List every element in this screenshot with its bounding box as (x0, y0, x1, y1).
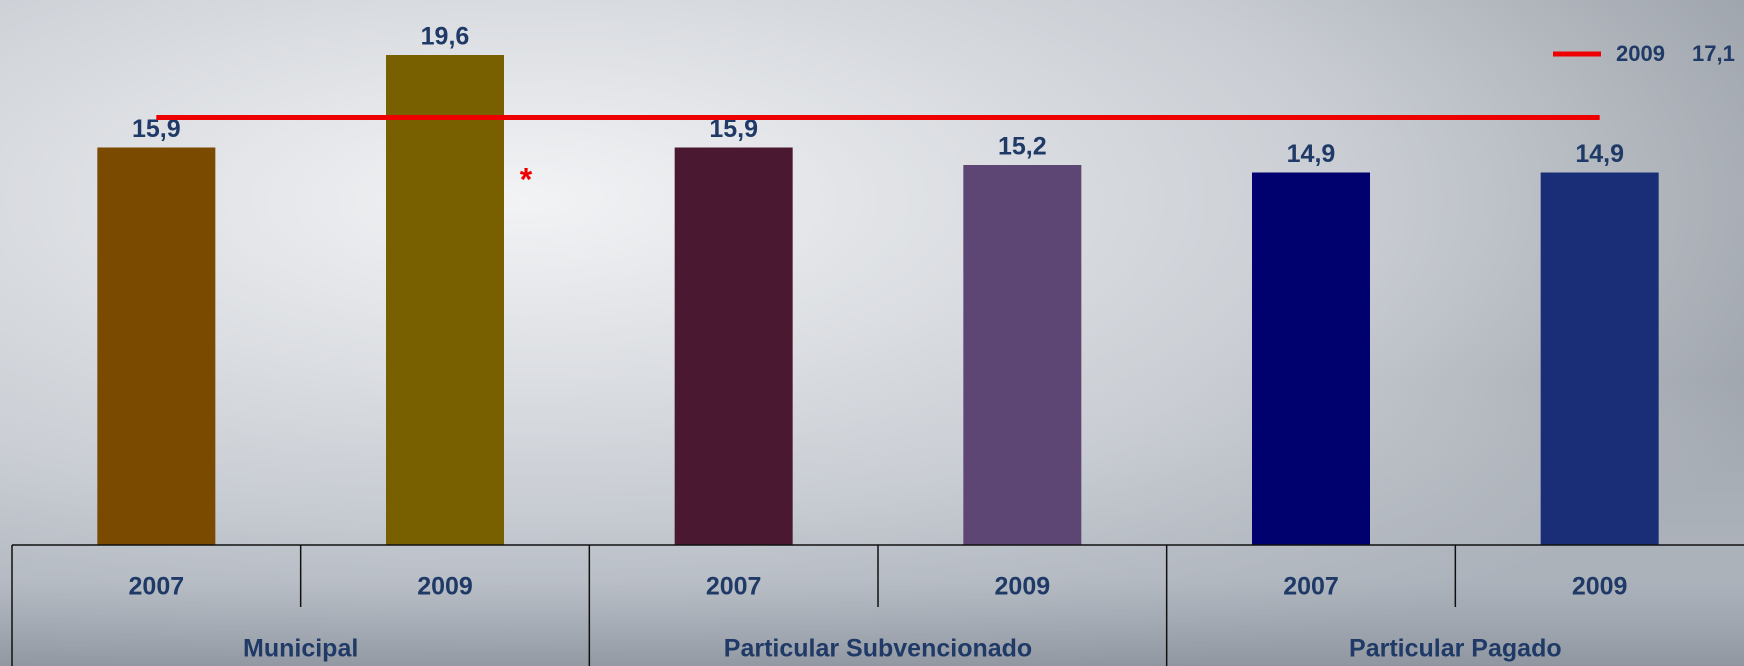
annotation: * (520, 161, 533, 197)
bar (1252, 172, 1370, 545)
x-tick-label: 2009 (995, 573, 1051, 601)
background-mountains (0, 380, 1744, 666)
bar (97, 147, 216, 545)
x-tick-label: 2009 (1572, 573, 1628, 601)
x-tick-label: 2007 (129, 573, 185, 601)
value-label: 14,9 (1575, 140, 1624, 168)
legend-label: 2009 (1616, 41, 1665, 66)
value-label: 19,6 (421, 23, 470, 51)
legend-value: 17,1 (1692, 41, 1735, 66)
value-label: 15,2 (998, 133, 1047, 161)
group-label: Particular Subvencionado (724, 635, 1032, 663)
bar (386, 55, 504, 545)
bar (674, 147, 793, 545)
group-label: Municipal (243, 635, 358, 663)
bar (1540, 172, 1659, 545)
value-label: 14,9 (1287, 140, 1336, 168)
x-tick-label: 2007 (706, 573, 762, 601)
group-label: Particular Pagado (1349, 635, 1562, 663)
bar (963, 165, 1082, 545)
x-tick-label: 2009 (417, 573, 473, 601)
x-tick-label: 2007 (1283, 573, 1339, 601)
